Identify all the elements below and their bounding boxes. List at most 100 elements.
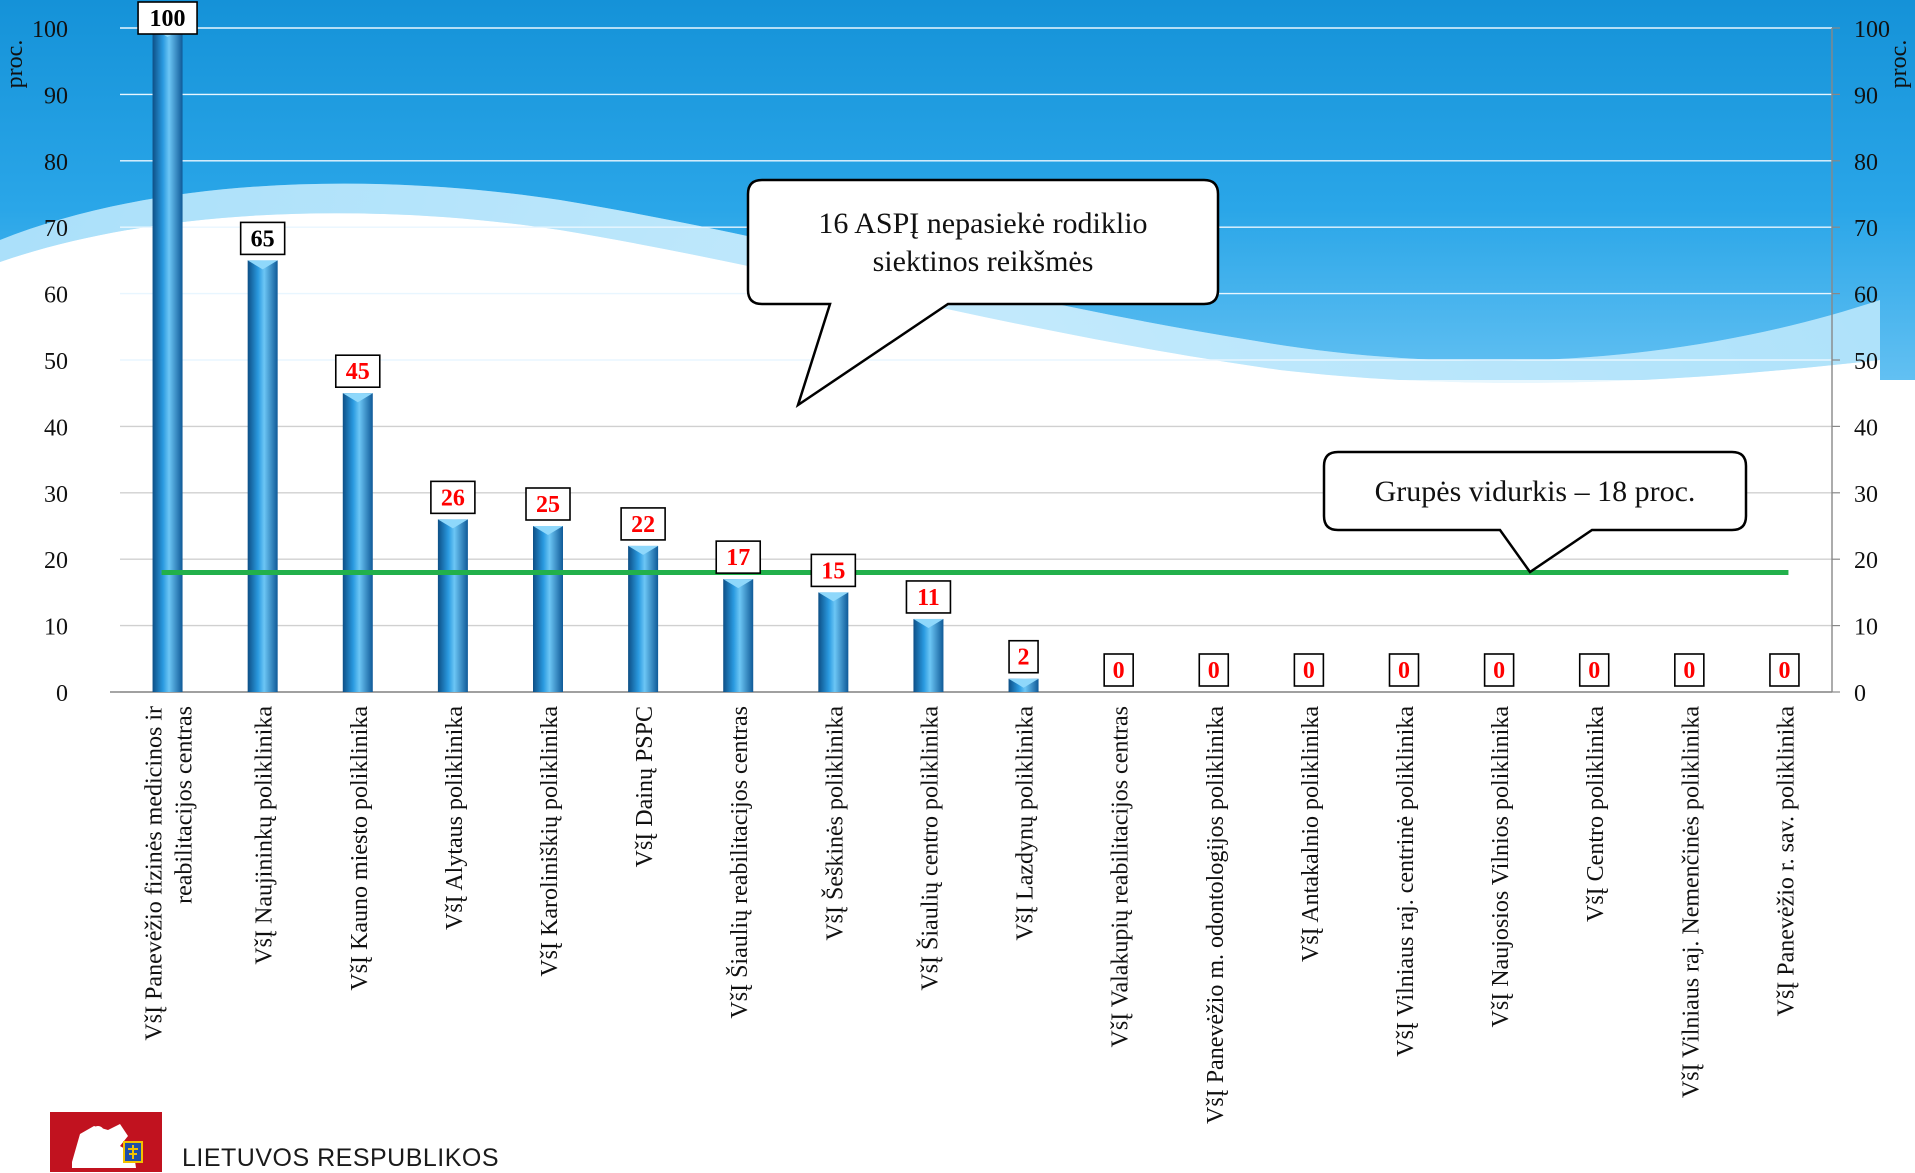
- category-label-line: VšĮ Dainų PSPC: [632, 706, 658, 867]
- category-label: VšĮ Karoliniškių poliklinika: [537, 706, 563, 977]
- data-label: 0: [1588, 658, 1600, 684]
- data-label-box: [137, 1, 198, 35]
- wave-white-edge: [0, 213, 1880, 392]
- y-tick-label-right: 40: [1854, 415, 1878, 441]
- data-label-box: [1103, 653, 1134, 687]
- category-label-line: VšĮ Karoliniškių poliklinika: [537, 706, 563, 977]
- data-label: 100: [150, 6, 186, 32]
- category-label-line: VšĮ Šiaulių reabilitacijos centras: [726, 706, 753, 1019]
- category-label-line: VšĮ Panevėžio r. sav. poliklinika: [1773, 706, 1799, 1017]
- y-tick-label-left: 40: [44, 415, 68, 441]
- category-label: VšĮ Šiaulių reabilitacijos centras: [726, 706, 753, 1019]
- bar: [437, 519, 468, 692]
- callout-targets-not-reached: 16 ASPĮ nepasiekė rodiklio siektinos reik…: [746, 178, 1220, 409]
- callout-text: siektinos reikšmės: [873, 245, 1094, 278]
- data-label: 0: [1303, 658, 1315, 684]
- y-tick-label-left: 20: [44, 548, 68, 574]
- bar-cap: [913, 618, 944, 628]
- data-label: 0: [1398, 658, 1410, 684]
- y-tick-label-left: 10: [44, 615, 68, 641]
- coat-of-arms-icon: [50, 1112, 162, 1172]
- category-label: VšĮ Šeškinės poliklinika: [821, 706, 848, 941]
- y-tick-label-left: 90: [44, 83, 68, 109]
- category-label: VšĮ Dainų PSPC: [632, 706, 658, 867]
- callouts: 16 ASPĮ nepasiekė rodiklio siektinos reik…: [746, 178, 1748, 574]
- y-tick-label-left: 50: [44, 349, 68, 375]
- category-label-line: VšĮ Šeškinės poliklinika: [821, 706, 848, 941]
- category-label: VšĮ Vilniaus raj. centrinė poliklinika: [1393, 706, 1419, 1057]
- data-label: 11: [917, 585, 940, 611]
- y-tick-label-left: 70: [44, 216, 68, 242]
- data-label-box: [1769, 653, 1800, 687]
- y-tick-label-left: 80: [44, 150, 68, 176]
- data-label-box: [1388, 653, 1420, 687]
- category-label-line: VšĮ Alytaus poliklinika: [442, 706, 468, 930]
- bar: [628, 545, 659, 692]
- data-label-box: [905, 580, 952, 614]
- bar-cap: [342, 393, 373, 403]
- category-label: VšĮ Kauno miesto poliklinika: [347, 706, 373, 991]
- data-label: 26: [441, 485, 465, 511]
- data-labels: 100 65 45 26 25 22 17 15 11 2 0 0 0 0 0 0 0 0: [137, 1, 1800, 687]
- category-label-line: reabilitacijos centras: [172, 706, 198, 904]
- y-axis-title-left: proc.: [2, 40, 28, 89]
- data-label: 17: [726, 545, 750, 571]
- category-label: VšĮ Alytaus poliklinika: [442, 706, 468, 930]
- bar-cap: [818, 592, 849, 602]
- y-tick-label-right: 0: [1854, 681, 1866, 707]
- category-label: VšĮ Panevėžio r. sav. poliklinika: [1773, 706, 1799, 1017]
- category-label-line: VšĮ Panevėžio fizinės medicinos ir: [142, 706, 168, 1041]
- data-label-box: [620, 507, 666, 541]
- category-label: VšĮ Vilniaus raj. Nemenčinės poliklinika: [1678, 706, 1704, 1098]
- category-label: VšĮ Panevėžio fizinės medicinos ir reabil…: [142, 706, 198, 1041]
- data-label-box: [810, 553, 857, 588]
- data-label-box: [239, 221, 286, 256]
- data-label-box: [715, 540, 762, 574]
- category-label: VšĮ Šiaulių centro poliklinika: [916, 706, 943, 991]
- category-label-line: VšĮ Vilniaus raj. Nemenčinės poliklinika: [1678, 706, 1704, 1098]
- bar: [342, 393, 373, 692]
- bar-cap: [533, 526, 563, 535]
- y-axis-title-right: proc.: [1886, 40, 1912, 89]
- data-label-box: [334, 354, 381, 389]
- data-label-box: [1578, 653, 1610, 687]
- category-label: VšĮ Antakalnio poliklinika: [1298, 706, 1324, 962]
- data-label-box: [1674, 653, 1705, 687]
- category-label-line: VšĮ Naujininkų poliklinika: [252, 706, 278, 965]
- callout-text: Grupės vidurkis – 18 proc.: [1375, 475, 1696, 508]
- y-tick-label-left: 0: [56, 681, 68, 707]
- y-tick-label-left: 30: [44, 482, 68, 508]
- y-tick-label-left: 100: [32, 17, 68, 43]
- category-label: VšĮ Naujininkų poliklinika: [252, 706, 278, 965]
- bar: [913, 618, 944, 692]
- bar-cap: [628, 545, 659, 555]
- y-tick-label-right: 60: [1854, 283, 1878, 309]
- data-label-box: [1198, 653, 1230, 687]
- data-label: 65: [251, 226, 275, 252]
- bar-cap: [247, 260, 278, 270]
- callout-group-average: Grupės vidurkis – 18 proc.: [1322, 450, 1748, 574]
- callout-text: 16 ASPĮ nepasiekė rodiklio: [818, 207, 1147, 240]
- y-tick-label-right: 50: [1854, 349, 1878, 375]
- bar: [533, 526, 563, 692]
- category-label-line: VšĮ Naujosios Vilnios poliklinika: [1488, 706, 1514, 1028]
- category-label-line: VšĮ Lazdynų poliklinika: [1013, 706, 1039, 941]
- category-label-line: VšĮ Kauno miesto poliklinika: [347, 706, 373, 991]
- bar: [247, 260, 278, 692]
- y-tick-label-right: 70: [1854, 216, 1878, 242]
- category-label-line: VšĮ Antakalnio poliklinika: [1298, 706, 1324, 962]
- organization-name: LIETUVOS RESPUBLIKOS: [182, 1144, 500, 1172]
- y-tick-label-right: 20: [1854, 548, 1878, 574]
- bar-cap: [437, 519, 468, 529]
- data-label: 15: [821, 558, 845, 584]
- data-label: 45: [346, 359, 370, 385]
- data-label: 0: [1683, 658, 1695, 684]
- category-label-line: VšĮ Vilniaus raj. centrinė poliklinika: [1393, 706, 1419, 1057]
- y-tick-label-right: 100: [1854, 17, 1890, 43]
- category-label: VšĮ Centro poliklinika: [1583, 706, 1609, 922]
- y-tick-label-right: 30: [1854, 482, 1878, 508]
- bar: [723, 579, 754, 692]
